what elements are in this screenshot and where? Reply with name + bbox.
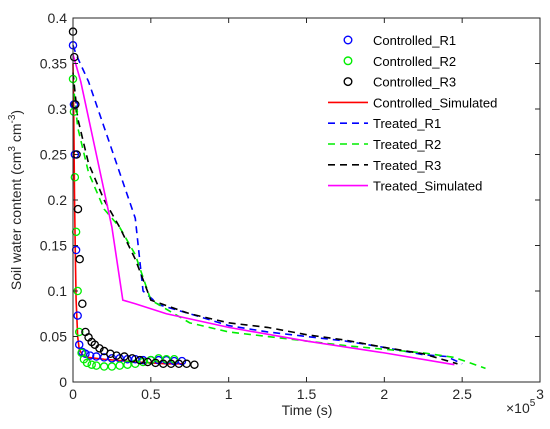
data-point-controlled-r3 [95, 344, 104, 353]
y-axis-label-sup1: 3 [7, 146, 18, 152]
legend-label: Treated_R1 [373, 116, 441, 131]
legend-label: Controlled_R2 [373, 54, 456, 69]
x-exponent-label: ×105 [506, 398, 536, 416]
data-point-controlled-r2 [87, 360, 96, 369]
x-tick-label: 0 [69, 386, 77, 402]
series-line-controlled-simulated [72, 63, 182, 365]
data-point-controlled-r1 [71, 245, 81, 255]
data-point-controlled-r3 [143, 357, 152, 367]
legend-items: Controlled_R1 Controlled_R2 Controlled_R3 C… [328, 33, 497, 194]
y-axis-label-main: Soil water content (cm [8, 152, 24, 291]
legend-box [323, 25, 525, 197]
y-tick-label: 0.25 [40, 147, 67, 163]
y-tick-label: 0 [59, 374, 67, 390]
y-axis-label: Soil water content (cm3 cm-3) [7, 110, 24, 290]
y-tick-label: 0.3 [48, 101, 68, 117]
data-point-controlled-r3 [75, 254, 84, 264]
data-point-controlled-r1 [81, 349, 90, 359]
data-point-controlled-r3 [120, 352, 129, 361]
series-line-treated-r2 [72, 81, 486, 370]
legend-marker [343, 56, 353, 66]
y-axis-label-mid: cm [8, 123, 24, 146]
data-point-controlled-r1 [74, 340, 84, 349]
data-point-controlled-r1 [92, 352, 101, 361]
series-line-treated-simulated [72, 54, 455, 366]
data-point-controlled-r2 [123, 360, 132, 369]
data-point-controlled-r3 [71, 100, 80, 109]
x-tick-label: 3 [536, 386, 544, 402]
x-tick-label: 2.5 [452, 386, 472, 402]
data-point-controlled-r3 [151, 358, 160, 368]
x-exponent-base: ×10 [506, 400, 530, 416]
data-point-controlled-r2 [99, 362, 109, 371]
data-point-controlled-r3 [182, 359, 191, 369]
legend-label: Controlled_Simulated [373, 95, 497, 110]
y-tick-label: 0.4 [48, 10, 68, 26]
legend-label: Treated_R2 [373, 137, 441, 152]
legend-label: Treated_Simulated [373, 179, 482, 194]
x-tick-label: 1.5 [297, 386, 317, 402]
y-axis-label-end: ) [8, 110, 24, 115]
data-point-controlled-r1 [73, 311, 82, 320]
legend-label: Treated_R3 [373, 158, 441, 173]
data-point-controlled-r2 [82, 358, 92, 368]
y-tick-label: 0.1 [48, 283, 68, 299]
y-tick-label: 0.35 [40, 56, 67, 72]
data-point-controlled-r3 [135, 355, 145, 365]
y-axis-label-sup2: -3 [7, 114, 18, 123]
legend-label: Controlled_R3 [373, 75, 456, 90]
data-point-controlled-r3 [112, 351, 121, 360]
legend-label: Controlled_R1 [373, 33, 456, 48]
x-tick-label: 2 [380, 386, 388, 402]
y-tick-label: 0.05 [40, 329, 67, 345]
series-line-treated-r3 [72, 72, 458, 365]
y-tick-label: 0.2 [48, 192, 68, 208]
data-point-controlled-r3 [78, 299, 87, 308]
legend-marker [343, 77, 353, 87]
data-point-controlled-r3 [69, 52, 79, 62]
x-axis-label: Time (s) [282, 402, 333, 418]
data-point-controlled-r2 [115, 361, 124, 370]
legend: Controlled_R1 Controlled_R2 Controlled_R3 C… [323, 25, 525, 197]
data-point-controlled-r1 [99, 353, 109, 362]
data-point-controlled-r3 [190, 360, 199, 369]
data-point-controlled-r1 [85, 351, 95, 360]
data-point-controlled-r2 [71, 227, 81, 237]
data-point-controlled-r2 [92, 361, 101, 370]
data-point-controlled-r3 [127, 354, 137, 363]
data-point-controlled-r2 [70, 172, 80, 182]
legend-marker [343, 35, 353, 45]
x-tick-label: 1 [225, 386, 233, 402]
data-point-controlled-r3 [73, 204, 83, 214]
y-tick-label: 0.15 [40, 238, 67, 254]
data-point-controlled-r2 [107, 362, 117, 371]
x-exponent-value: 5 [530, 398, 536, 409]
x-tick-label: 0.5 [141, 386, 161, 402]
tick-layer: 0 0.5 1 1.5 2 2.5 3 0 0.05 0.1 0.15 0.2 0.25 0.3 0.35 0… [40, 10, 544, 402]
series-layer [68, 27, 486, 371]
data-point-controlled-r2 [74, 327, 84, 337]
